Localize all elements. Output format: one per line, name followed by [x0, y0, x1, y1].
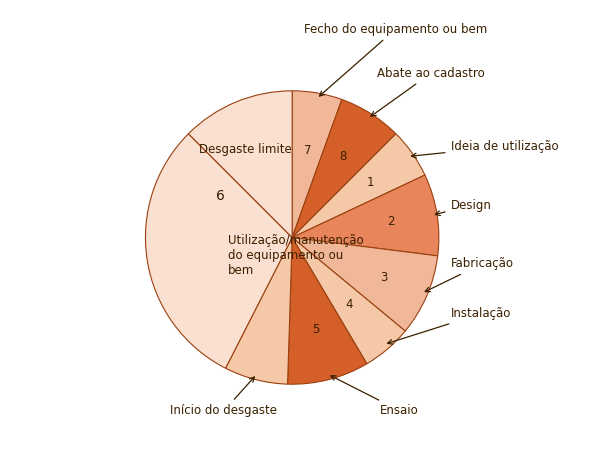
- Text: Início do desgaste: Início do desgaste: [171, 377, 277, 417]
- Text: Abate ao cadastro: Abate ao cadastro: [371, 67, 485, 116]
- Text: Desgaste limite: Desgaste limite: [199, 143, 292, 156]
- Wedge shape: [292, 91, 342, 237]
- Text: 3: 3: [380, 270, 388, 284]
- Wedge shape: [292, 237, 405, 364]
- Wedge shape: [292, 175, 439, 256]
- Text: Utilização/manutenção
do equipamento ou
bem: Utilização/manutenção do equipamento ou …: [228, 234, 363, 277]
- Wedge shape: [292, 134, 425, 237]
- Wedge shape: [292, 100, 396, 237]
- Text: Design: Design: [435, 199, 491, 216]
- Text: Fabricação: Fabricação: [425, 257, 513, 292]
- Text: 2: 2: [387, 215, 395, 228]
- Text: 8: 8: [340, 150, 347, 164]
- Text: Ensaio: Ensaio: [331, 376, 419, 417]
- Text: 7: 7: [304, 145, 311, 157]
- Text: Ideia de utilização: Ideia de utilização: [412, 140, 558, 158]
- Text: 5: 5: [312, 323, 320, 337]
- Text: 1: 1: [367, 176, 374, 189]
- Text: 4: 4: [346, 298, 353, 311]
- Text: Instalação: Instalação: [388, 307, 511, 344]
- Wedge shape: [189, 91, 292, 237]
- Wedge shape: [292, 237, 438, 331]
- Wedge shape: [226, 237, 292, 384]
- Text: Fecho do equipamento ou bem: Fecho do equipamento ou bem: [304, 23, 487, 96]
- Wedge shape: [288, 237, 367, 384]
- Wedge shape: [146, 134, 292, 368]
- Text: 6: 6: [216, 189, 225, 203]
